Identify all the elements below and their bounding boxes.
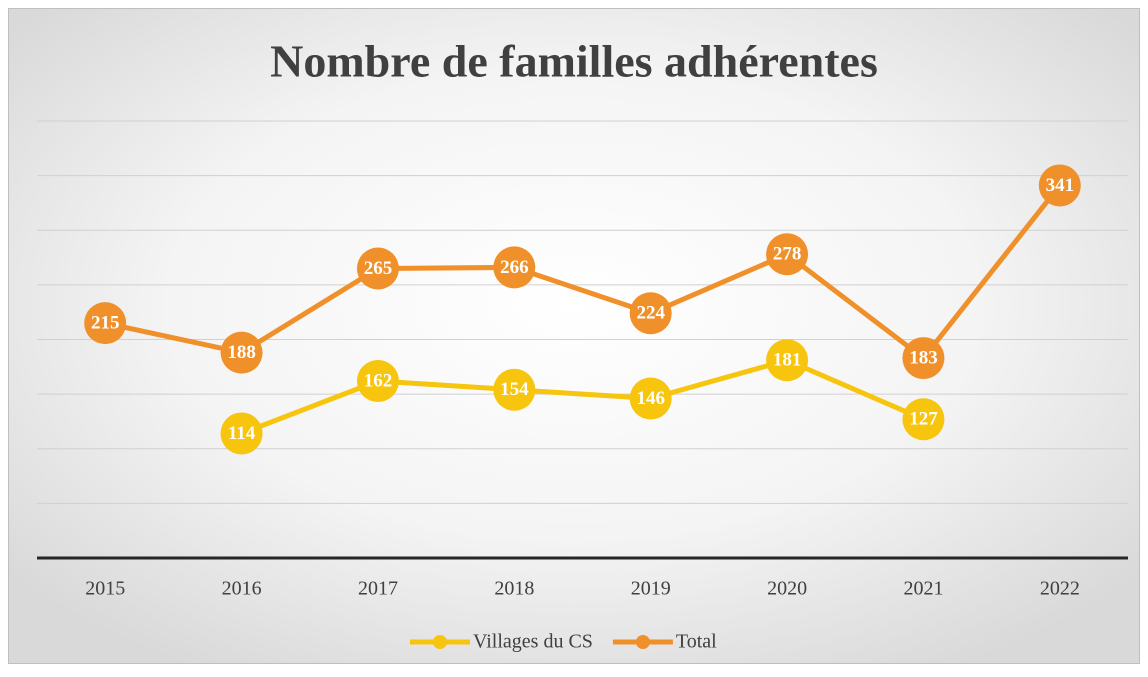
data-label: 146 xyxy=(636,388,665,409)
chart-title: Nombre de familles adhérentes xyxy=(270,36,878,87)
data-point xyxy=(629,292,672,335)
data-point xyxy=(629,377,672,420)
data-label: 278 xyxy=(773,244,802,265)
chart-frame xyxy=(8,8,1140,664)
data-point xyxy=(84,302,127,345)
series-line xyxy=(104,183,1062,361)
data-point xyxy=(356,360,399,403)
x-tick-label: 2015 xyxy=(85,578,125,600)
legend-label: Total xyxy=(676,631,717,653)
data-point xyxy=(766,339,809,382)
x-tick-label: 2022 xyxy=(1040,578,1080,600)
legend-marker xyxy=(635,635,650,649)
data-point xyxy=(493,246,536,289)
data-label: 265 xyxy=(364,258,393,279)
data-label: 183 xyxy=(909,347,938,368)
x-tick-label: 2020 xyxy=(767,578,807,600)
data-point xyxy=(902,337,945,380)
x-tick-label: 2016 xyxy=(222,578,262,600)
data-point xyxy=(356,247,399,290)
data-label: 127 xyxy=(909,409,938,430)
data-label: 224 xyxy=(636,303,665,324)
x-tick-label: 2017 xyxy=(358,578,398,600)
data-label: 114 xyxy=(228,423,256,444)
data-point xyxy=(220,331,263,374)
data-point xyxy=(766,233,809,276)
data-point xyxy=(493,368,536,411)
data-label: 162 xyxy=(364,370,393,391)
data-label: 266 xyxy=(500,257,529,278)
legend-marker xyxy=(433,635,447,649)
data-label: 341 xyxy=(1046,175,1075,196)
data-point xyxy=(1038,164,1081,207)
x-tick-label: 2018 xyxy=(494,578,534,600)
data-label: 188 xyxy=(227,342,256,363)
data-label: 154 xyxy=(500,379,529,400)
series-line xyxy=(240,357,925,436)
data-label: 181 xyxy=(773,350,802,371)
x-tick-label: 2021 xyxy=(903,578,943,600)
x-tick-label: 2019 xyxy=(631,578,671,600)
legend-label: Villages du CS xyxy=(473,631,593,653)
data-point xyxy=(220,412,263,455)
data-point xyxy=(902,398,945,441)
data-label: 215 xyxy=(91,312,120,333)
